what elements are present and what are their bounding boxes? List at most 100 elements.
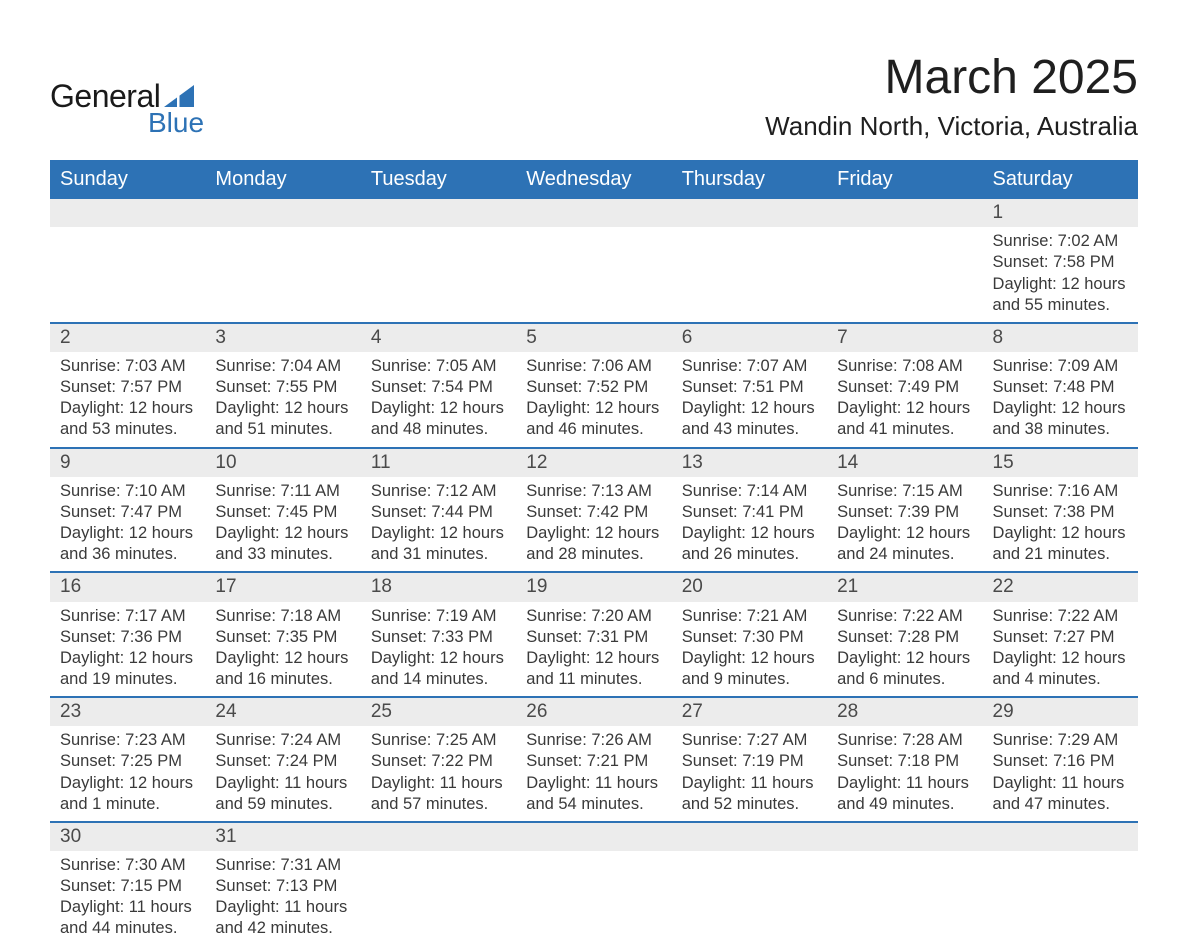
daylight-text: Daylight: 12 hours and 43 minutes.: [682, 398, 817, 440]
sunrise-text: Sunrise: 7:15 AM: [837, 481, 972, 502]
day-details: Sunrise: 7:27 AMSunset: 7:19 PMDaylight:…: [672, 726, 827, 820]
day-number: 29: [983, 698, 1138, 726]
sunset-text: Sunset: 7:47 PM: [60, 502, 195, 523]
sunrise-text: Sunrise: 7:19 AM: [371, 606, 506, 627]
day-number-cell: 23: [50, 697, 205, 726]
day-content-cell: Sunrise: 7:12 AMSunset: 7:44 PMDaylight:…: [361, 477, 516, 572]
day-content-cell: Sunrise: 7:21 AMSunset: 7:30 PMDaylight:…: [672, 602, 827, 697]
daylight-text: Daylight: 11 hours and 52 minutes.: [682, 773, 817, 815]
sunset-text: Sunset: 7:38 PM: [993, 502, 1128, 523]
day-details: Sunrise: 7:04 AMSunset: 7:55 PMDaylight:…: [205, 352, 360, 446]
day-number: 26: [516, 698, 671, 726]
daylight-text: Daylight: 11 hours and 54 minutes.: [526, 773, 661, 815]
day-content-cell: Sunrise: 7:19 AMSunset: 7:33 PMDaylight:…: [361, 602, 516, 697]
day-details: Sunrise: 7:10 AMSunset: 7:47 PMDaylight:…: [50, 477, 205, 571]
daylight-text: Daylight: 12 hours and 33 minutes.: [215, 523, 350, 565]
day-details: Sunrise: 7:20 AMSunset: 7:31 PMDaylight:…: [516, 602, 671, 696]
week-content-row: Sunrise: 7:30 AMSunset: 7:15 PMDaylight:…: [50, 851, 1138, 945]
day-number-cell: 31: [205, 822, 360, 851]
sunrise-text: Sunrise: 7:02 AM: [993, 231, 1128, 252]
day-content-cell: Sunrise: 7:20 AMSunset: 7:31 PMDaylight:…: [516, 602, 671, 697]
sunset-text: Sunset: 7:18 PM: [837, 751, 972, 772]
day-number-cell: [672, 822, 827, 851]
sunrise-text: Sunrise: 7:12 AM: [371, 481, 506, 502]
day-content-cell: Sunrise: 7:04 AMSunset: 7:55 PMDaylight:…: [205, 352, 360, 447]
day-number: 10: [205, 449, 360, 477]
sunrise-text: Sunrise: 7:21 AM: [682, 606, 817, 627]
weekday-header-row: SundayMondayTuesdayWednesdayThursdayFrid…: [50, 161, 1138, 198]
day-number: 24: [205, 698, 360, 726]
day-details: Sunrise: 7:22 AMSunset: 7:27 PMDaylight:…: [983, 602, 1138, 696]
sunrise-text: Sunrise: 7:03 AM: [60, 356, 195, 377]
sunset-text: Sunset: 7:58 PM: [993, 252, 1128, 273]
daylight-text: Daylight: 12 hours and 48 minutes.: [371, 398, 506, 440]
sunset-text: Sunset: 7:24 PM: [215, 751, 350, 772]
sunrise-text: Sunrise: 7:25 AM: [371, 730, 506, 751]
day-number: 30: [50, 823, 205, 851]
sunrise-text: Sunrise: 7:09 AM: [993, 356, 1128, 377]
day-number-cell: 10: [205, 448, 360, 477]
daylight-text: Daylight: 12 hours and 19 minutes.: [60, 648, 195, 690]
day-number: 21: [827, 573, 982, 601]
sunset-text: Sunset: 7:13 PM: [215, 876, 350, 897]
day-content-cell: [361, 851, 516, 945]
day-details: Sunrise: 7:15 AMSunset: 7:39 PMDaylight:…: [827, 477, 982, 571]
day-number-cell: 12: [516, 448, 671, 477]
day-number: 18: [361, 573, 516, 601]
day-number-cell: 20: [672, 572, 827, 601]
day-number: 9: [50, 449, 205, 477]
daylight-text: Daylight: 11 hours and 44 minutes.: [60, 897, 195, 939]
calendar-body: 1 Sunrise: 7:02 AMSunset: 7:58 PM Daylight…: [50, 198, 1138, 946]
week-content-row: Sunrise: 7:10 AMSunset: 7:47 PMDaylight:…: [50, 477, 1138, 572]
sunset-text: Sunset: 7:15 PM: [60, 876, 195, 897]
day-content-cell: [672, 227, 827, 322]
day-number-cell: [361, 822, 516, 851]
daylight-text: Daylight: 11 hours and 59 minutes.: [215, 773, 350, 815]
day-content-cell: Sunrise: 7:28 AMSunset: 7:18 PMDaylight:…: [827, 726, 982, 821]
day-number-cell: [50, 198, 205, 227]
day-number-cell: 7: [827, 323, 982, 352]
daylight-text: Daylight: 11 hours and 42 minutes.: [215, 897, 350, 939]
sunrise-text: Sunrise: 7:10 AM: [60, 481, 195, 502]
sunset-text: Sunset: 7:28 PM: [837, 627, 972, 648]
day-content-cell: Sunrise: 7:03 AMSunset: 7:57 PMDaylight:…: [50, 352, 205, 447]
day-content-cell: Sunrise: 7:26 AMSunset: 7:21 PMDaylight:…: [516, 726, 671, 821]
day-content-cell: Sunrise: 7:30 AMSunset: 7:15 PMDaylight:…: [50, 851, 205, 945]
day-details: Sunrise: 7:29 AMSunset: 7:16 PMDaylight:…: [983, 726, 1138, 820]
day-details: Sunrise: 7:18 AMSunset: 7:35 PMDaylight:…: [205, 602, 360, 696]
daylight-text: Daylight: 12 hours and 36 minutes.: [60, 523, 195, 565]
sunset-text: Sunset: 7:52 PM: [526, 377, 661, 398]
day-number: 1: [983, 199, 1138, 227]
day-number-cell: 11: [361, 448, 516, 477]
day-details: Sunrise: 7:30 AMSunset: 7:15 PMDaylight:…: [50, 851, 205, 945]
sunset-text: Sunset: 7:25 PM: [60, 751, 195, 772]
day-details: Sunrise: 7:19 AMSunset: 7:33 PMDaylight:…: [361, 602, 516, 696]
day-number-cell: [827, 198, 982, 227]
day-number: 23: [50, 698, 205, 726]
day-number-cell: 24: [205, 697, 360, 726]
sunset-text: Sunset: 7:51 PM: [682, 377, 817, 398]
daylight-text: Daylight: 12 hours and 9 minutes.: [682, 648, 817, 690]
logo: General Blue: [50, 78, 204, 139]
day-content-cell: [983, 851, 1138, 945]
day-number: 2: [50, 324, 205, 352]
day-number-cell: 17: [205, 572, 360, 601]
week-content-row: Sunrise: 7:23 AMSunset: 7:25 PMDaylight:…: [50, 726, 1138, 821]
day-number-cell: 29: [983, 697, 1138, 726]
day-content-cell: Sunrise: 7:31 AMSunset: 7:13 PMDaylight:…: [205, 851, 360, 945]
day-details: Sunrise: 7:11 AMSunset: 7:45 PMDaylight:…: [205, 477, 360, 571]
day-content-cell: Sunrise: 7:07 AMSunset: 7:51 PMDaylight:…: [672, 352, 827, 447]
day-number-cell: 14: [827, 448, 982, 477]
sunset-text: Sunset: 7:54 PM: [371, 377, 506, 398]
daylight-text: Daylight: 12 hours and 31 minutes.: [371, 523, 506, 565]
sunrise-text: Sunrise: 7:14 AM: [682, 481, 817, 502]
title-block: March 2025 Wandin North, Victoria, Austr…: [765, 50, 1138, 142]
sunrise-text: Sunrise: 7:31 AM: [215, 855, 350, 876]
day-content-cell: Sunrise: 7:11 AMSunset: 7:45 PMDaylight:…: [205, 477, 360, 572]
day-number-cell: [205, 198, 360, 227]
day-number-cell: 8: [983, 323, 1138, 352]
logo-text-blue: Blue: [148, 107, 204, 139]
day-number-cell: 2: [50, 323, 205, 352]
sunset-text: Sunset: 7:33 PM: [371, 627, 506, 648]
week-content-row: Sunrise: 7:03 AMSunset: 7:57 PMDaylight:…: [50, 352, 1138, 447]
